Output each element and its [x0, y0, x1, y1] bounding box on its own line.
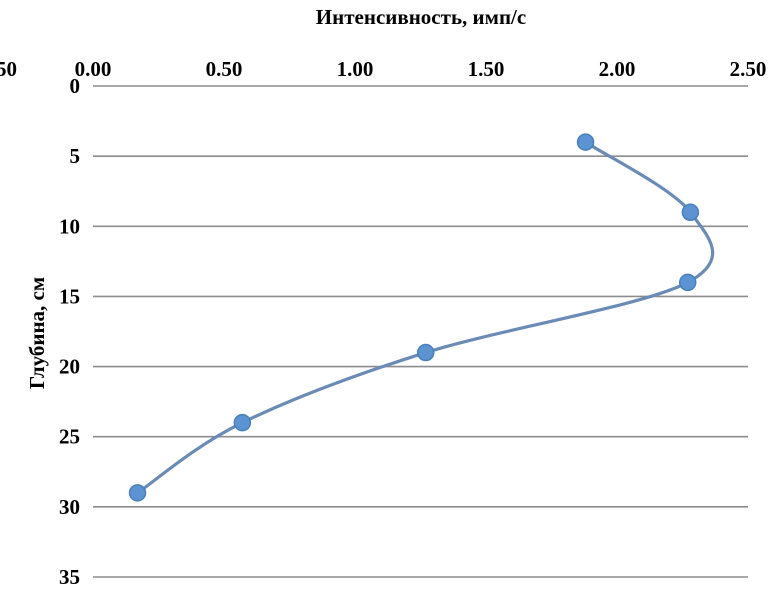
- y-tick-label: 35: [59, 565, 80, 589]
- x-axis-title: Интенсивность, имп/с: [316, 5, 526, 29]
- y-tick-label: 15: [59, 284, 80, 308]
- y-tick-label: 0: [70, 74, 81, 98]
- y-axis-title: Глубина, см: [25, 277, 49, 389]
- x-tick-label: 2.50: [730, 57, 767, 81]
- y-tick-labels: 0 5 10 15 20 25 30 35: [59, 74, 80, 589]
- x-tick-label: 0.50: [206, 57, 243, 81]
- data-point: [678, 273, 697, 292]
- x-tick-label: 1.00: [337, 57, 374, 81]
- data-point: [416, 343, 435, 362]
- data-series: [128, 133, 715, 502]
- x-tick-label: 2.00: [599, 57, 636, 81]
- y-tick-label: 10: [59, 214, 80, 238]
- x-tick-label: 0.00: [75, 57, 112, 81]
- clipped-left-tick-label: 50: [0, 57, 17, 81]
- y-tick-label: 20: [59, 355, 80, 379]
- x-tick-label: 1.50: [468, 57, 505, 81]
- y-tick-label: 5: [70, 144, 81, 168]
- y-tick-label: 30: [59, 495, 80, 519]
- x-tick-labels: 0.00 0.50 1.00 1.50 2.00 2.50: [75, 57, 767, 81]
- data-point: [233, 413, 252, 432]
- data-point: [681, 203, 700, 222]
- data-point: [576, 133, 595, 151]
- gridlines: [93, 85, 748, 578]
- y-tick-label: 25: [59, 425, 80, 449]
- data-point: [128, 484, 147, 502]
- series-line: [135, 140, 715, 495]
